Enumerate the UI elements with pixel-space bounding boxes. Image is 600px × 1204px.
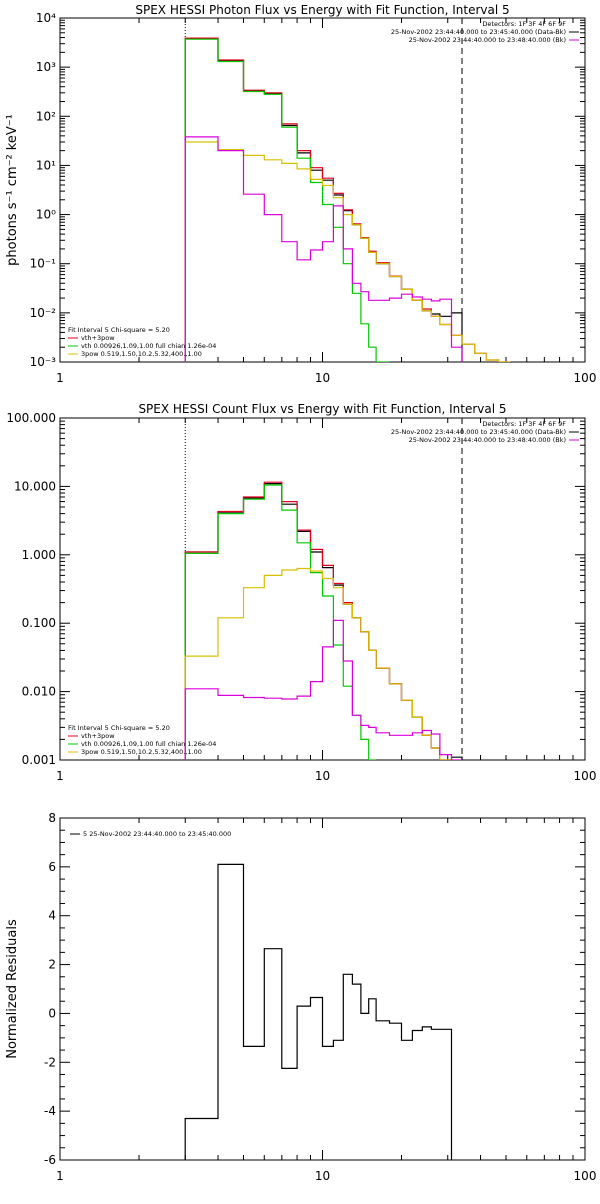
panel3-y-tick-label: -2 [44, 1055, 56, 1069]
panel2-legend-entry: vth+3pow [81, 732, 115, 740]
panel2-y-tick-label: 1.000 [22, 548, 56, 562]
panel1-y-tick-label: 10² [36, 109, 56, 123]
panel2-legend-entry: Detectors: 1F 3F 4F 6F 9F [482, 420, 566, 428]
panel3-y-tick-label: 2 [48, 958, 56, 972]
panel1-x-tick-label: 100 [574, 371, 597, 385]
panel2-legend-entry: 25-Nov-2002 23:44:40.000 to 23:48:40.000… [409, 436, 566, 444]
panel3-y-tick-label: -4 [44, 1104, 56, 1118]
panel1-y-tick-label: 10⁻¹ [30, 257, 57, 271]
panel2-series-vth [184, 484, 377, 760]
panel2-title: SPEX HESSI Count Flux vs Energy with Fit… [138, 402, 506, 416]
panel2-x-tick-label: 1 [56, 769, 64, 783]
panel1-legend-entry: Detectors: 1F 3F 4F 6F 9F [482, 20, 566, 28]
panel3-y-tick-label: 8 [48, 811, 56, 825]
panel2-y-tick-label: 0.010 [22, 685, 56, 699]
panel1-y-tick-label: 10⁻³ [30, 355, 57, 369]
panel1-title: SPEX HESSI Photon Flux vs Energy with Fi… [135, 3, 509, 17]
panel1-legend-entry: Fit Interval 5 Chi-square = 5.20 [68, 326, 170, 334]
panel2-y-tick-label: 100.000 [6, 411, 56, 425]
panel3-y-tick-label: 0 [48, 1006, 56, 1020]
panel2-y-tick-label: 10.000 [14, 479, 56, 493]
panel1-legend-entry: 25-Nov-2002 23:44:40.000 to 23:45:40.000… [391, 28, 566, 36]
panel1-series-vth [184, 38, 390, 362]
panel1-series-data [184, 38, 463, 362]
panel1-legend-entry: vth+3pow [81, 334, 115, 342]
panel2-series-3pow [184, 567, 476, 760]
panel3-y-tick-label: 4 [48, 909, 56, 923]
panel1-y-tick-label: 10¹ [36, 158, 56, 172]
panel3-series-5-25-nov-2002-23-44-40-000-to-23-45-40-000 [184, 863, 453, 1160]
panel3-y-tick-label: -6 [44, 1153, 56, 1167]
panel1-y-tick-label: 10³ [36, 60, 56, 74]
panel1-legend-entry: 3pow 0.519,1.50,10.2,5.32,400.,1.00 [81, 350, 202, 358]
panel1-series-background [184, 136, 463, 362]
panel3-x-tick-label: 1 [56, 1169, 64, 1183]
panel3-y-tick-label: 6 [48, 860, 56, 874]
panel1-legend-entry: 25-Nov-2002 23:44:40.000 to 23:48:40.000… [409, 36, 566, 44]
panel2-legend-entry: vth 0.00926,1.09,1.00 full chian 1.26e-0… [81, 740, 216, 748]
panel3-legend-entry: 5 25-Nov-2002 23:44:40.000 to 23:45:40.0… [83, 830, 231, 838]
panel1-y-tick-label: 10⁻² [30, 306, 57, 320]
panel1-x-tick-label: 1 [56, 371, 64, 385]
panel2-x-tick-label: 10 [315, 769, 330, 783]
panel2-legend-entry: 3pow 0.519,1.50,10.2,5.32,400.,1.00 [81, 748, 202, 756]
panel1-y-tick-label: 10⁰ [36, 208, 56, 222]
panel2-y-tick-label: 0.100 [22, 616, 56, 630]
panel2-y-tick-label: 0.001 [22, 753, 56, 767]
panel2-series-data [184, 483, 463, 760]
panel3-x-tick-label: 100 [574, 1169, 597, 1183]
panel3-frame [59, 817, 586, 1161]
panel3-x-tick-label: 10 [315, 1169, 330, 1183]
panel1-y-tick-label: 10⁴ [36, 11, 56, 25]
panel1-x-tick-label: 10 [315, 371, 330, 385]
panel2-x-tick-label: 100 [574, 769, 597, 783]
panel1-y-axis-label: photons s⁻¹ cm⁻² keV⁻¹ [5, 114, 20, 266]
panel1-legend-entry: vth 0.00926,1.09,1.00 full chian 1.26e-0… [81, 342, 216, 350]
panel3-y-axis-label: Normalized Residuals [5, 919, 20, 1059]
panel2-legend-entry: Fit Interval 5 Chi-square = 5.20 [68, 724, 170, 732]
panel2-series-background [184, 619, 462, 760]
panel2-legend-entry: 25-Nov-2002 23:44:40.000 to 23:45:40.000… [391, 428, 566, 436]
panel1-series-3pow [184, 141, 511, 362]
